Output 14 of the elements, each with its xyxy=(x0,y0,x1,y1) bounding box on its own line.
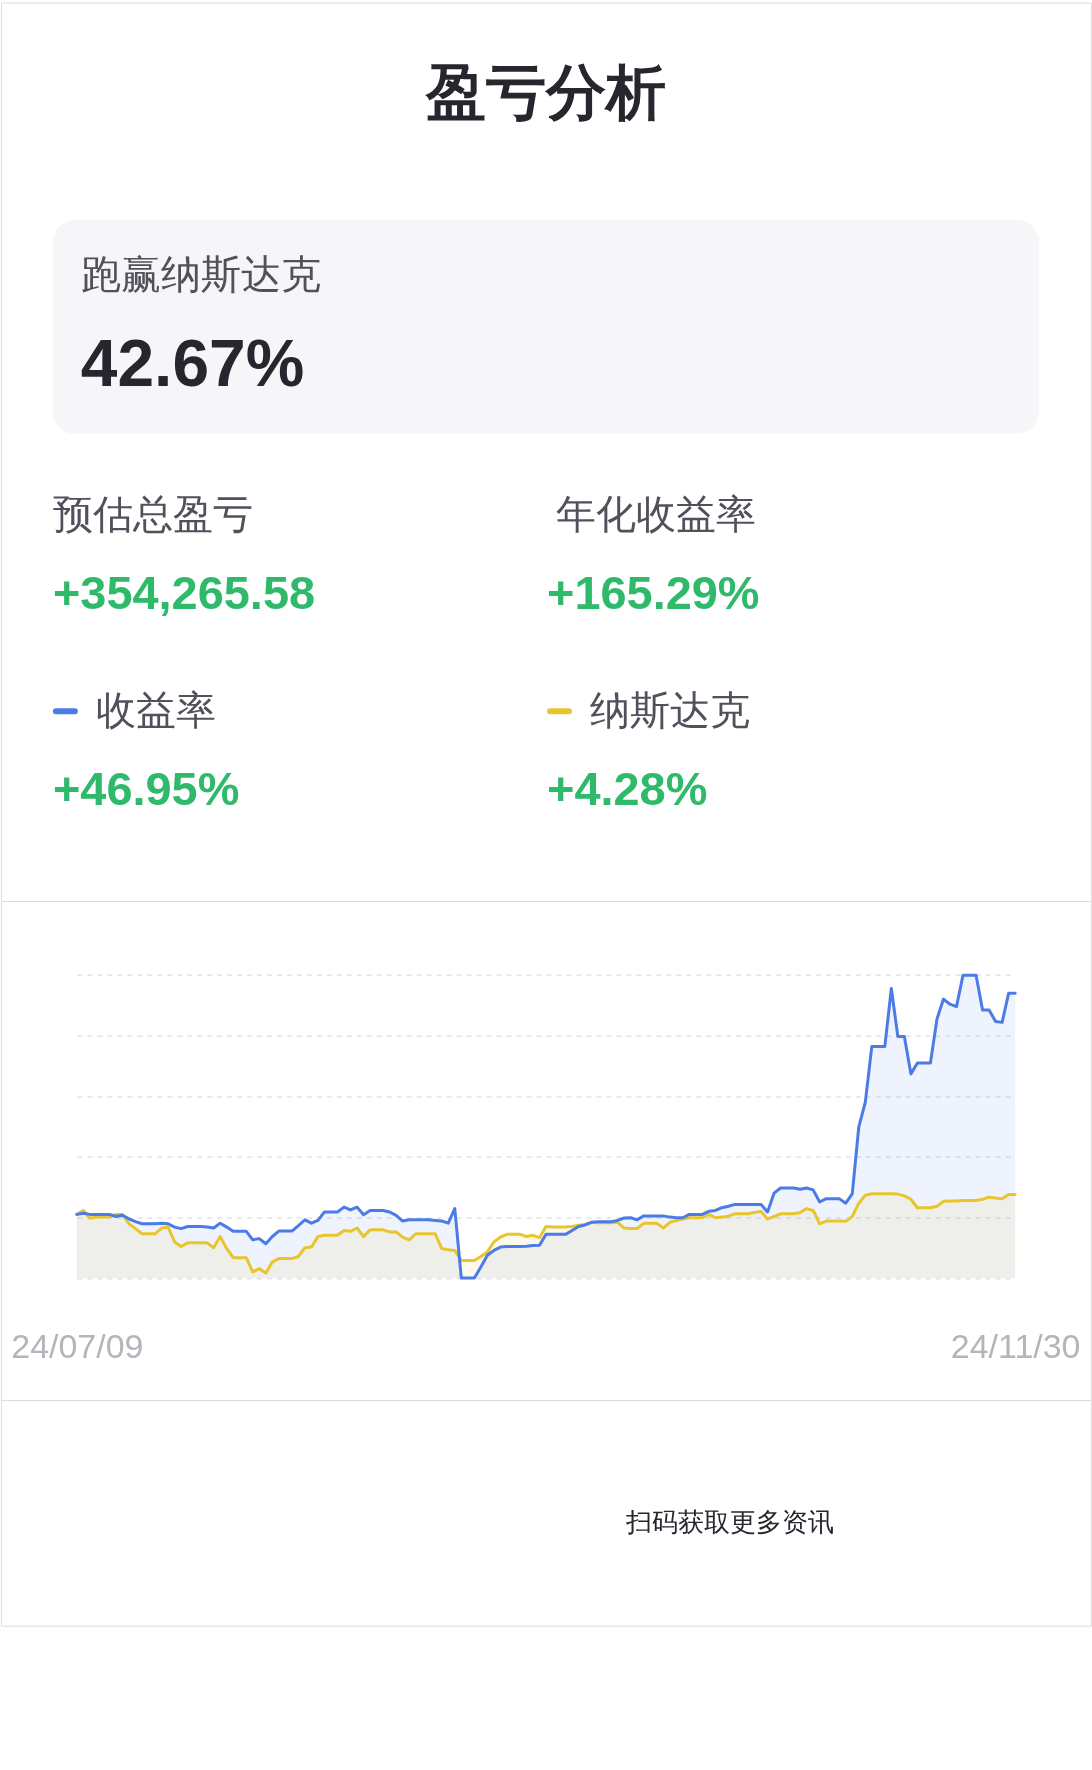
text: +46.95% xyxy=(52,763,240,816)
legend-label: 收益率 xyxy=(95,688,216,733)
text: 42.67% xyxy=(80,325,305,400)
text: 年化收益率 xyxy=(555,491,756,536)
text: +165.29% xyxy=(547,566,760,619)
x-tick-label: 24/11/30 xyxy=(950,1326,1081,1365)
text: 扫码获取更多资讯 xyxy=(624,1507,834,1536)
chart-title: 盈亏分析 xyxy=(425,59,666,127)
x-tick-label: 24/07/09 xyxy=(11,1326,144,1365)
text: +4.28% xyxy=(547,763,708,816)
legend-label: 纳斯达克 xyxy=(589,688,750,733)
text: +354,265.58 xyxy=(52,566,316,619)
text: 跑赢纳斯达克 xyxy=(80,252,321,297)
text: 预估总盈亏 xyxy=(52,491,253,536)
